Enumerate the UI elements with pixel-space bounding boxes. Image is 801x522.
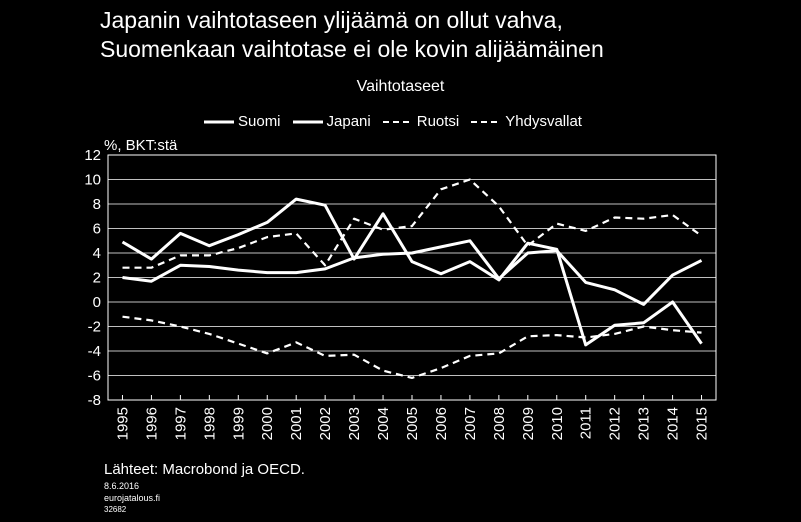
x-tick-label: 1995 [114, 407, 131, 440]
legend-item-suomi: Suomi [204, 113, 281, 130]
series-line-japani [122, 239, 703, 306]
y-tick-label: -4 [88, 343, 101, 360]
y-tick-label: 2 [93, 270, 101, 287]
chart-title: Japanin vaihtotaseen ylijäämä on ollut v… [100, 6, 604, 64]
x-tick-label: 2005 [404, 407, 421, 440]
x-tick-label: 2015 [694, 407, 711, 440]
x-tick-label: 2010 [549, 407, 566, 440]
y-tick-label: 0 [93, 294, 101, 311]
x-tick-label: 2002 [317, 407, 334, 440]
legend-swatch-suomi [204, 120, 234, 123]
date-note: 8.6.2016 [104, 481, 140, 491]
legend-item-ruotsi: Ruotsi [382, 113, 460, 130]
series-line-yhdysvallat [122, 315, 702, 379]
x-tick-label: 2000 [259, 407, 276, 440]
y-tick-label: 4 [93, 245, 101, 262]
legend-swatch-yhdysvallat [471, 120, 502, 123]
y-axis-label: %, BKT:stä [104, 137, 178, 154]
series-line-ruotsi [122, 178, 703, 269]
legend-label-yhdysvallat: Yhdysvallat [505, 113, 582, 130]
y-tick-label: 8 [93, 196, 101, 213]
x-tick-label: 1996 [143, 407, 160, 440]
legend: Suomi Japani Ruotsi Yhdysvallat [204, 113, 594, 130]
x-tick-label: 2007 [462, 407, 479, 440]
chart-subtitle: Vaihtotaseet [356, 78, 445, 95]
legend-label-ruotsi: Ruotsi [416, 113, 460, 130]
x-tick-label: 2003 [346, 407, 363, 440]
x-tick-label: 2006 [433, 407, 450, 440]
title-line-1: Japanin vaihtotaseen ylijäämä on ollut v… [100, 7, 563, 33]
y-tick-label: 12 [84, 147, 101, 164]
legend-swatch-japani [292, 120, 323, 123]
x-tick-label: 2014 [665, 407, 682, 440]
x-tick-label: 2011 [578, 407, 595, 439]
y-tick-label: -8 [88, 392, 101, 409]
legend-label-japani: Japani [326, 113, 371, 130]
y-tick-label: -6 [88, 368, 101, 385]
x-tick-label: 2001 [288, 407, 305, 440]
series-line-suomi [121, 197, 703, 347]
x-tick-label: 1997 [172, 407, 189, 440]
chart-code: 32682 [104, 505, 127, 514]
x-tick-label: 2009 [520, 407, 537, 440]
source-note: Lähteet: Macrobond ja OECD. [104, 461, 305, 478]
y-tick-label: -2 [88, 319, 101, 336]
x-tick-label: 2012 [607, 407, 624, 440]
legend-item-japani: Japani [292, 113, 371, 130]
legend-item-yhdysvallat: Yhdysvallat [471, 113, 582, 130]
site-note: eurojatalous.fi [104, 493, 161, 503]
legend-label-suomi: Suomi [238, 113, 281, 130]
x-tick-label: 2013 [636, 407, 653, 440]
y-tick-label: 10 [84, 172, 101, 189]
title-line-2: Suomenkaan vaihtotase ei ole kovin alijä… [100, 36, 604, 62]
legend-swatch-ruotsi [382, 120, 413, 123]
y-tick-label: 6 [93, 221, 101, 238]
x-tick-label: 2004 [375, 407, 392, 440]
x-tick-label: 2008 [491, 407, 508, 440]
x-tick-label: 1999 [230, 407, 247, 440]
x-tick-label: 1998 [201, 407, 218, 440]
